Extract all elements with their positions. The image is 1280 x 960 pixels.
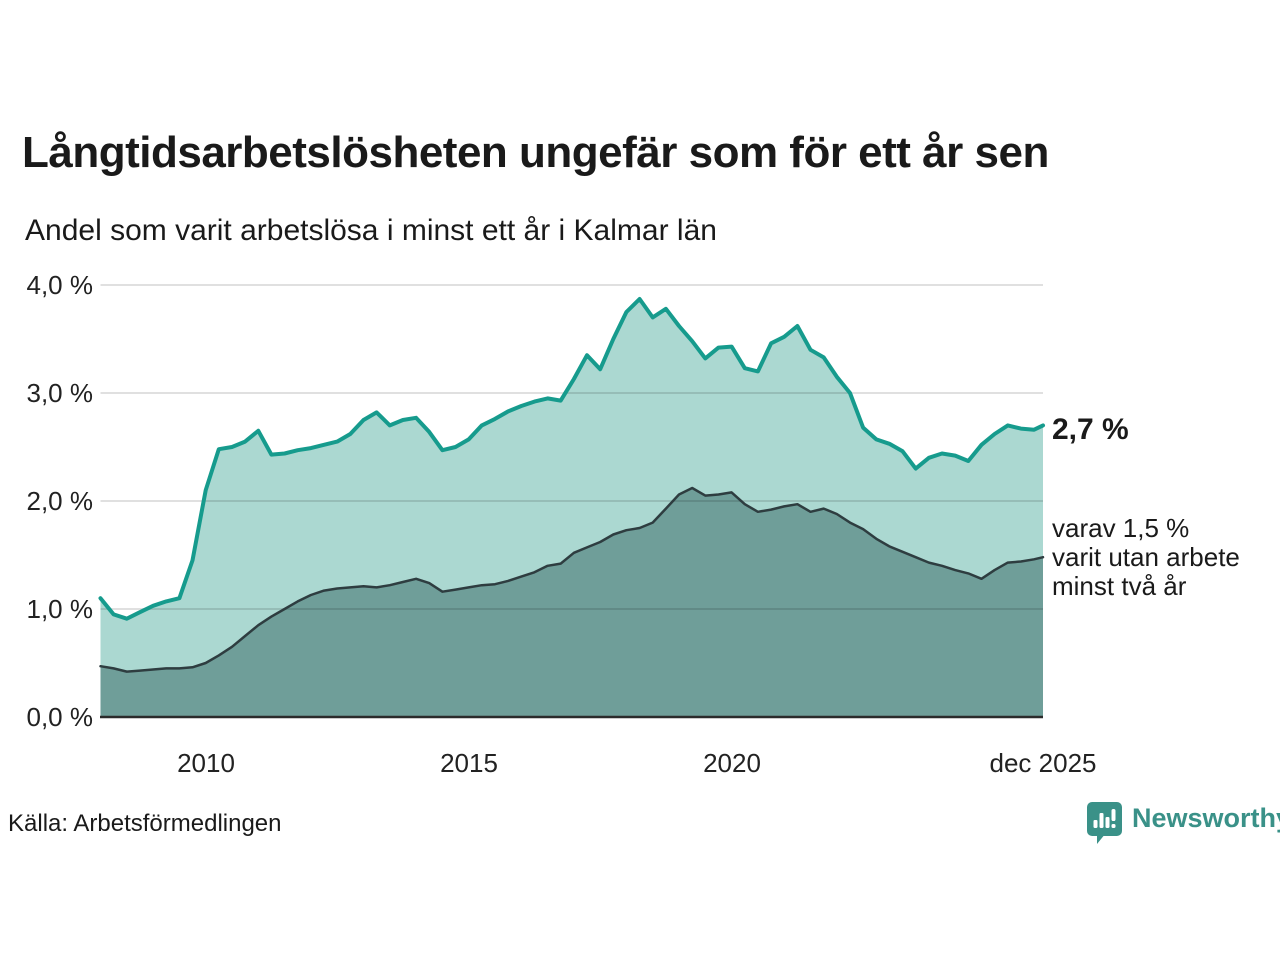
- ytick-1: 1,0 %: [26, 594, 94, 624]
- end-value-two-year-line2: varit utan arbete: [1052, 542, 1240, 572]
- chart-title: Långtidsarbetslösheten ungefär som för e…: [22, 128, 1049, 177]
- newsworthy-brand: Newsworthy: [1086, 801, 1280, 845]
- ytick-2: 2,0 %: [26, 486, 94, 516]
- newsworthy-wordmark: Newsworthy: [1132, 803, 1280, 833]
- xtick-dec2025: dec 2025: [989, 748, 1097, 778]
- xtick-2015: 2015: [440, 748, 498, 778]
- end-value-two-year-line3: minst två år: [1052, 571, 1187, 601]
- end-value-two-year-line1: varav 1,5 %: [1052, 513, 1190, 543]
- area-chart: [98, 284, 1045, 719]
- ytick-3: 3,0 %: [26, 378, 94, 408]
- xtick-2010: 2010: [177, 748, 235, 778]
- end-value-two-year: varav 1,5 % varit utan arbete minst två …: [1052, 514, 1240, 601]
- end-value-total: 2,7 %: [1052, 413, 1129, 446]
- chart-subtitle: Andel som varit arbetslösa i minst ett å…: [25, 214, 717, 247]
- ytick-4: 4,0 %: [26, 270, 94, 300]
- source-note: Källa: Arbetsförmedlingen: [8, 810, 282, 837]
- ytick-0: 0,0 %: [26, 702, 94, 732]
- xtick-2020: 2020: [703, 748, 761, 778]
- newsworthy-logo-icon: [1087, 802, 1122, 844]
